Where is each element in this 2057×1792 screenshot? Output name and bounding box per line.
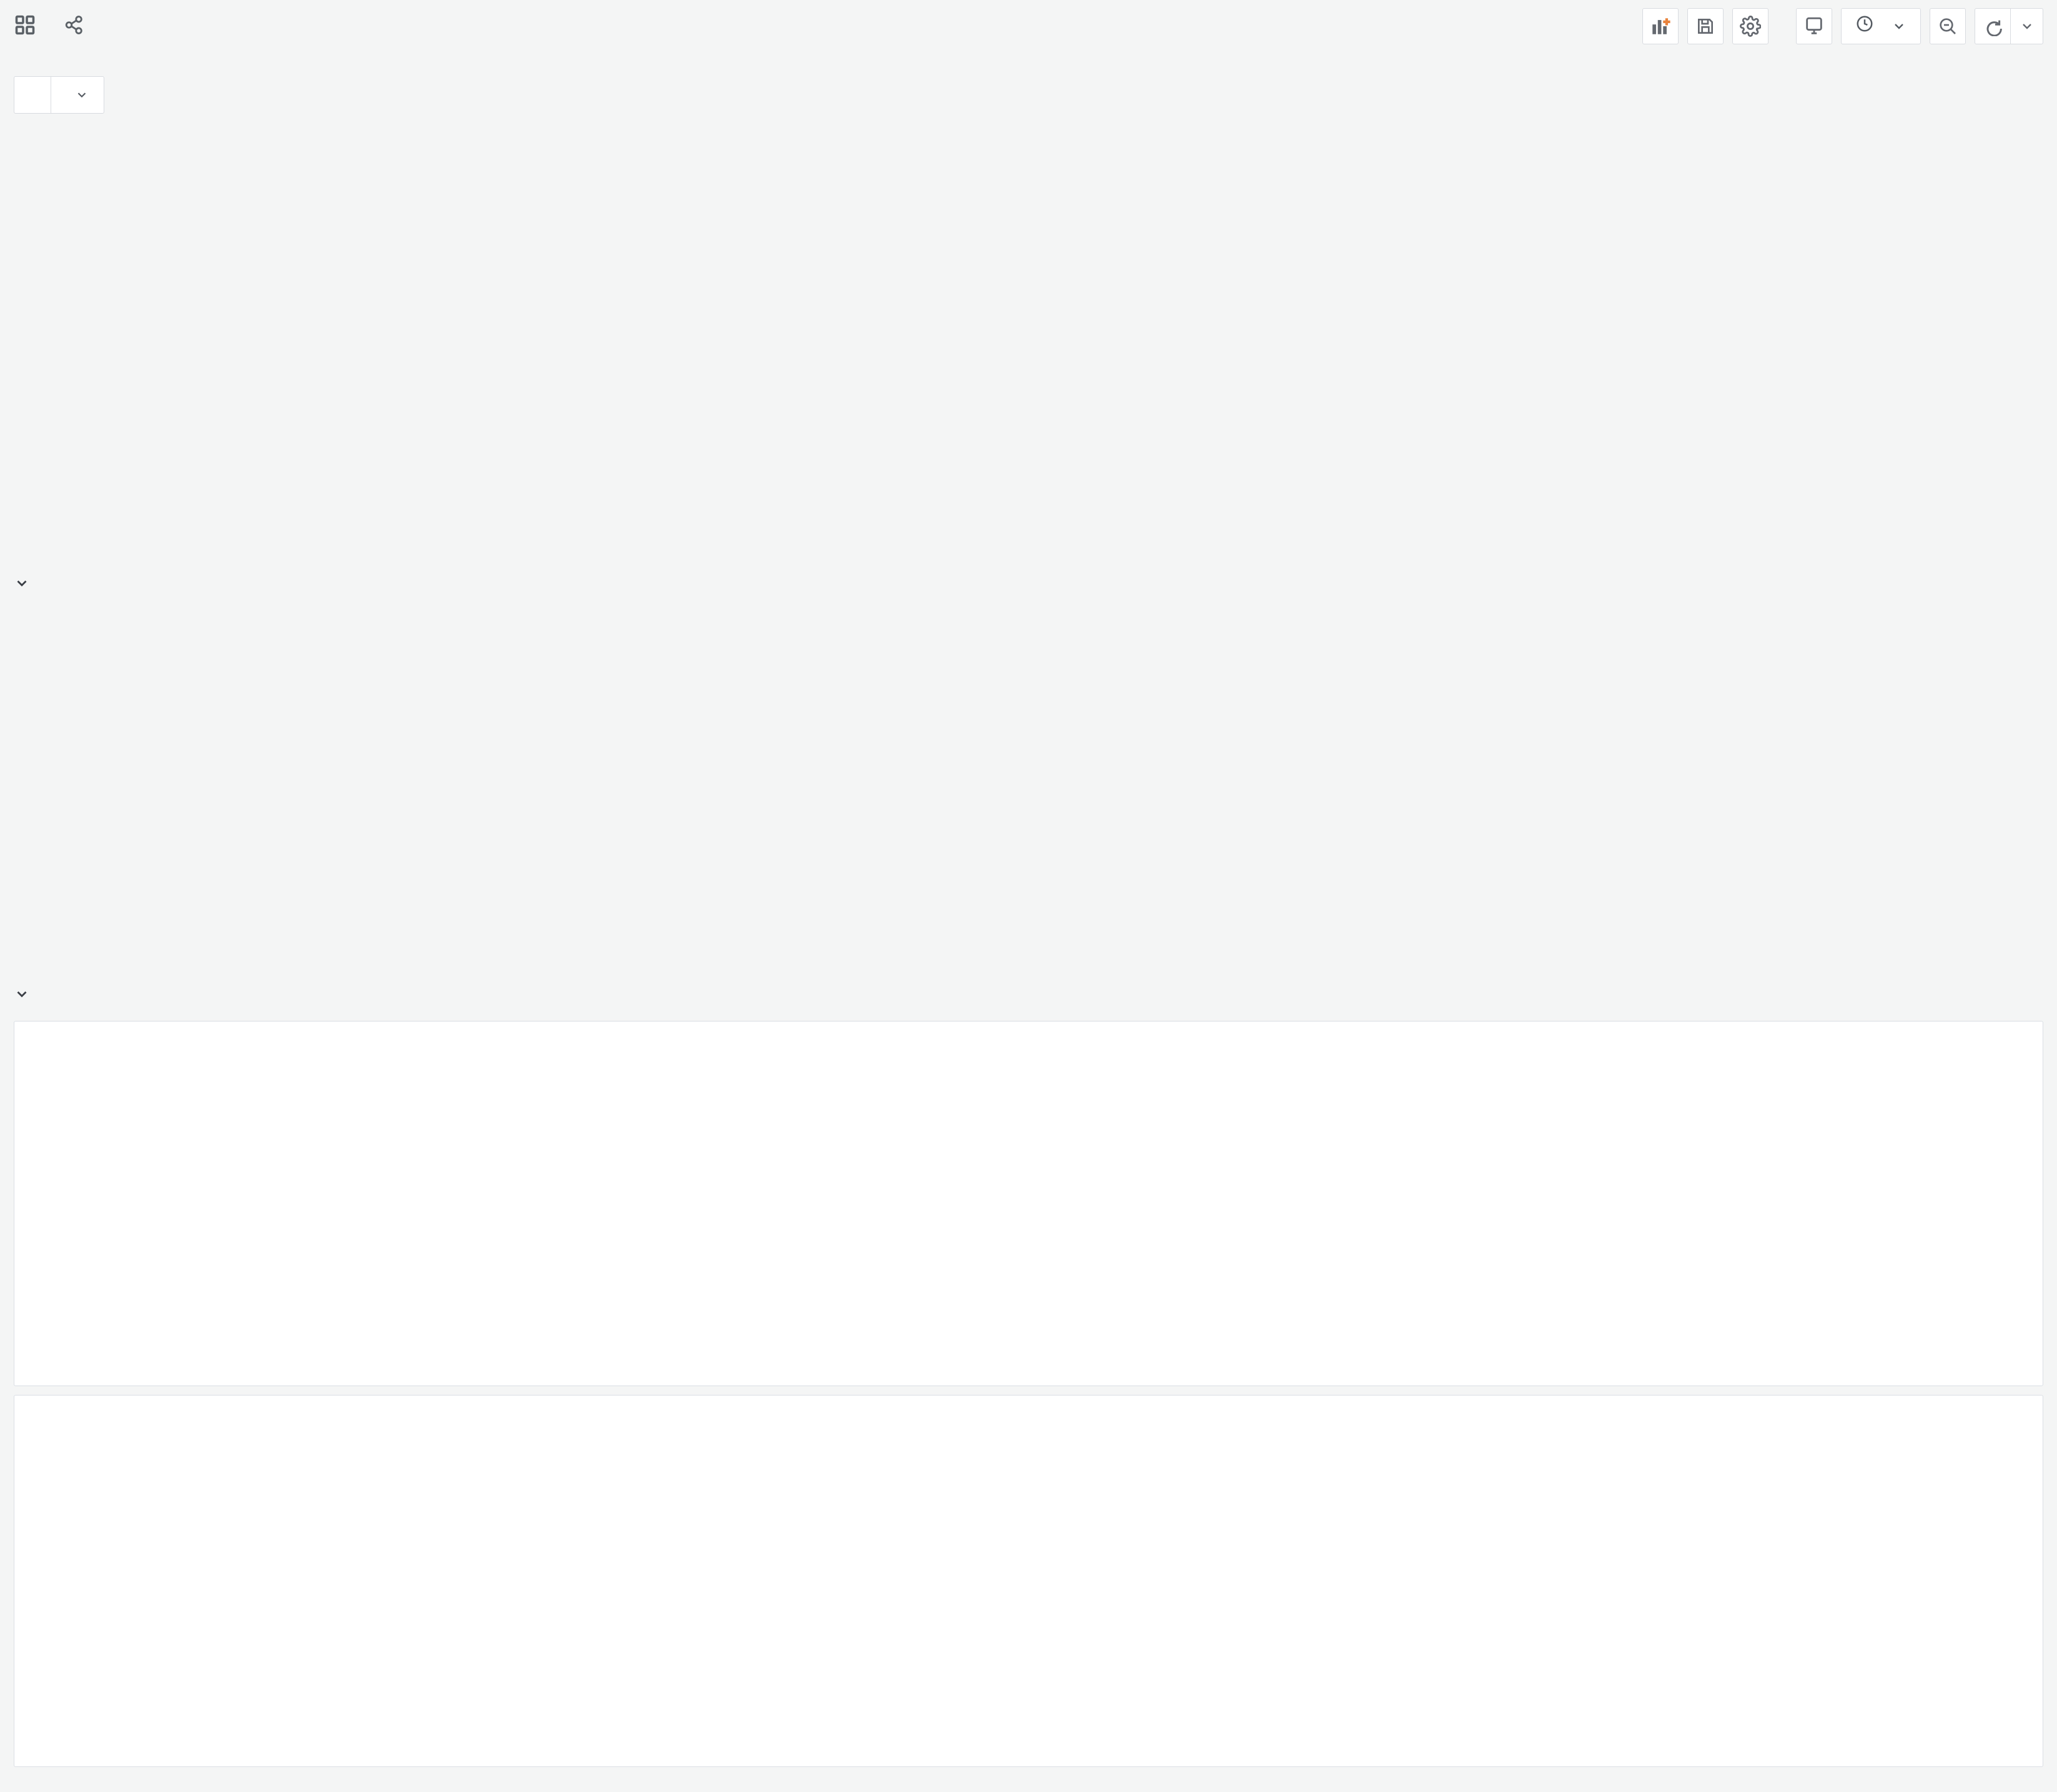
panel-cluster-reconciliation-duration: [14, 1021, 2043, 1386]
dashboard-settings-button[interactable]: [1732, 8, 1768, 44]
chevron-down-icon: [1895, 24, 1903, 29]
refresh-interval-button[interactable]: [2011, 8, 2043, 44]
cycle-view-button[interactable]: [1796, 8, 1832, 44]
variables-row: [14, 76, 2043, 114]
panel-source-acquisition-duration: [14, 1395, 2043, 1767]
caret-down-icon: [77, 92, 86, 98]
share-icon[interactable]: [64, 14, 85, 39]
save-dashboard-button[interactable]: [1687, 8, 1724, 44]
chevron-down-icon: [17, 991, 27, 998]
apps-grid-icon[interactable]: [14, 14, 36, 39]
zoom-out-button[interactable]: [1930, 8, 1966, 44]
time-range-picker[interactable]: [1841, 8, 1921, 44]
status-tables-row: [14, 608, 2043, 957]
section-status[interactable]: [14, 565, 2043, 601]
refresh-button[interactable]: [1975, 8, 2011, 44]
add-panel-button[interactable]: [1642, 8, 1679, 44]
stat-panels-row: [14, 131, 2043, 357]
chevron-down-icon: [2022, 24, 2031, 29]
gauge-panels-row: [14, 368, 2043, 546]
variable-namespace-select[interactable]: [51, 76, 104, 114]
dashboard-toolbar: [1642, 8, 2043, 44]
clock-icon: [1855, 14, 1874, 38]
chevron-down-icon: [17, 580, 27, 587]
section-timing[interactable]: [14, 976, 2043, 1012]
variable-namespace-label: [14, 76, 51, 114]
dashboard-header: [14, 0, 2043, 49]
